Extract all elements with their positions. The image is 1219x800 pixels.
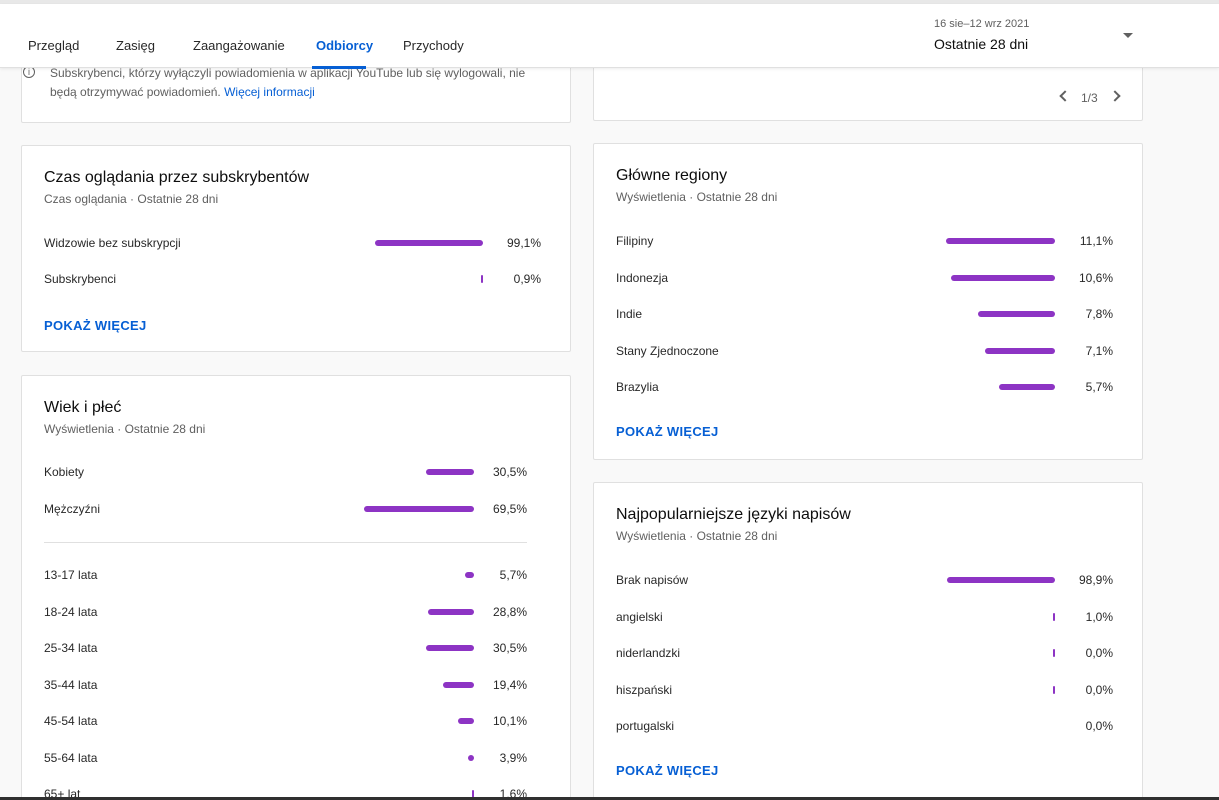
row-value: 7,1% xyxy=(1085,343,1113,358)
analytics-header: Przegląd Zasięg Zaangażowanie Odbiorcy P… xyxy=(0,4,1219,69)
row-value: 28,8% xyxy=(492,604,527,619)
row-value: 0,0% xyxy=(1085,646,1113,660)
active-tab-indicator xyxy=(312,66,366,69)
bottom-edge xyxy=(0,797,1219,800)
row-label: 65+ lat xyxy=(44,787,81,800)
row-value: 98,9% xyxy=(1078,573,1113,587)
bar xyxy=(364,506,474,512)
row-label: 18-24 lata xyxy=(44,604,98,619)
row-value: 30,5% xyxy=(492,465,527,479)
row-value: 30,5% xyxy=(492,641,527,655)
row-label: 13-17 lata xyxy=(44,568,98,582)
bar xyxy=(985,347,1055,354)
divider xyxy=(44,542,527,543)
tab-reach[interactable]: Zasięg xyxy=(116,38,156,53)
watch-time-card: Czas oglądania przez subskrybentów Czas … xyxy=(21,145,571,352)
bar xyxy=(1053,612,1055,621)
bar xyxy=(443,681,474,688)
bar xyxy=(951,274,1055,281)
bar xyxy=(1053,685,1055,694)
bar xyxy=(465,572,474,578)
row-label: Brak napisów xyxy=(616,573,689,587)
bar xyxy=(458,718,474,724)
row-value: 1,6% xyxy=(499,787,527,800)
row-label: hiszpański xyxy=(616,682,673,697)
show-more-button[interactable]: POKAŻ WIĘCEJ xyxy=(616,763,719,778)
bar xyxy=(468,754,474,761)
row-value: 5,7% xyxy=(1085,380,1113,394)
bar xyxy=(426,645,474,651)
top-strip xyxy=(0,0,1219,4)
row-value: 0,0% xyxy=(1085,719,1113,733)
learn-more-link[interactable]: Więcej informacji xyxy=(224,85,315,99)
row-label: 45-54 lata xyxy=(44,714,98,728)
row-label: 25-34 lata xyxy=(44,641,98,655)
row-value: 1,0% xyxy=(1085,609,1113,624)
bar xyxy=(428,608,474,615)
row-value: 5,7% xyxy=(499,568,527,582)
bar xyxy=(946,238,1055,244)
row-label: portugalski xyxy=(616,719,675,733)
top-regions-card: Główne regiony Wyświetlenia · Ostatnie 2… xyxy=(593,143,1143,460)
bar xyxy=(426,469,474,475)
tab-overview[interactable]: Przegląd xyxy=(28,38,80,53)
card-title: Wiek i płeć xyxy=(44,399,122,416)
date-range-text[interactable]: 16 sie–12 wrz 2021 xyxy=(934,18,1030,30)
notice-body: Subskrybenci, którzy wyłączyli powiadomi… xyxy=(50,66,526,99)
notification-notice-text: Subskrybenci, którzy wyłączyli powiadomi… xyxy=(50,64,540,102)
row-label: 35-44 lata xyxy=(44,677,98,692)
card-subtitle: Wyświetlenia · Ostatnie 28 dni xyxy=(44,422,206,436)
bar xyxy=(375,240,483,246)
tab-audience[interactable]: Odbiorcy xyxy=(316,38,374,53)
tab-revenue[interactable]: Przychody xyxy=(403,38,464,53)
bar xyxy=(481,275,483,283)
row-value: 10,6% xyxy=(1078,270,1113,285)
card-subtitle: Czas oglądania · Ostatnie 28 dni xyxy=(44,192,219,206)
row-value: 11,1% xyxy=(1079,234,1113,248)
row-label: Mężczyźni xyxy=(44,502,101,516)
card-title: Najpopularniejsze języki napisów xyxy=(616,506,851,523)
bar xyxy=(1053,649,1055,657)
row-label: Subskrybenci xyxy=(44,272,117,286)
row-label: niderlandzki xyxy=(616,646,681,660)
card-title: Główne regiony xyxy=(616,167,728,184)
show-more-button[interactable]: POKAŻ WIĘCEJ xyxy=(616,424,719,439)
row-label: Stany Zjednoczone xyxy=(616,343,719,358)
row-label: Widzowie bez subskrypcji xyxy=(44,236,181,250)
card-subtitle: Wyświetlenia · Ostatnie 28 dni xyxy=(616,529,778,543)
row-value: 69,5% xyxy=(492,502,527,516)
tab-engagement[interactable]: Zaangażowanie xyxy=(193,38,285,53)
show-more-button[interactable]: POKAŻ WIĘCEJ xyxy=(44,318,147,333)
row-label: Indonezja xyxy=(616,270,669,285)
bar xyxy=(978,311,1055,317)
pager-indicator: 1/3 xyxy=(1081,91,1098,105)
bar xyxy=(472,790,474,798)
row-label: angielski xyxy=(616,609,663,624)
subtitle-languages-card: Najpopularniejsze języki napisów Wyświet… xyxy=(593,482,1143,800)
row-value: 19,4% xyxy=(492,677,527,692)
card-title: Czas oglądania przez subskrybentów xyxy=(44,169,310,186)
row-value: 99,1% xyxy=(506,236,541,250)
row-value: 7,8% xyxy=(1085,307,1113,321)
date-range-label[interactable]: Ostatnie 28 dni xyxy=(934,36,1029,52)
row-value: 0,0% xyxy=(1085,682,1113,697)
age-gender-card: Wiek i płeć Wyświetlenia · Ostatnie 28 d… xyxy=(21,375,571,800)
row-value: 10,1% xyxy=(492,714,527,728)
row-label: 55-64 lata xyxy=(44,750,98,765)
bar xyxy=(999,384,1055,390)
row-value: 3,9% xyxy=(499,750,527,765)
row-label: Kobiety xyxy=(44,465,85,479)
row-label: Brazylia xyxy=(616,380,659,394)
card-subtitle: Wyświetlenia · Ostatnie 28 dni xyxy=(616,190,778,204)
row-value: 0,9% xyxy=(513,272,541,286)
chevron-down-icon[interactable] xyxy=(1123,33,1133,38)
row-label: Indie xyxy=(616,307,643,321)
row-label: Filipiny xyxy=(616,234,654,248)
bar xyxy=(947,577,1055,583)
